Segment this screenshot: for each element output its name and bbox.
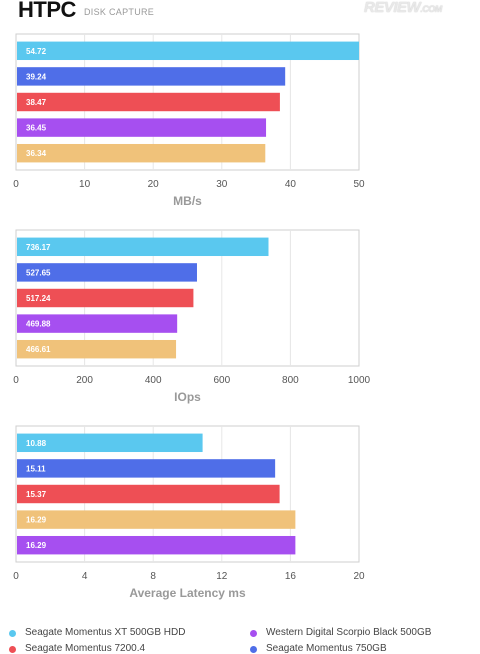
bar <box>17 263 197 282</box>
data-label: 466.61 <box>26 345 51 354</box>
data-label: 38.47 <box>26 98 47 107</box>
chart-title: HTPC <box>18 0 76 22</box>
axis-label: MB/s <box>173 194 202 208</box>
data-label: 16.29 <box>26 541 47 550</box>
bar <box>17 118 267 137</box>
tick-label: 400 <box>145 375 162 386</box>
legend: Seagate Momentus XT 500GB HDD Western Dig… <box>0 618 480 654</box>
tick-label: 10 <box>79 179 91 190</box>
site-logo: REVIEW.COM <box>364 0 442 16</box>
legend-label: Seagate Momentus XT 500GB HDD <box>25 627 186 638</box>
tick-label: 0 <box>13 375 19 386</box>
bar <box>17 510 296 529</box>
data-label: 15.11 <box>26 464 46 473</box>
legend-swatch <box>9 630 16 637</box>
tick-label: 0 <box>13 179 19 190</box>
bar <box>17 41 359 61</box>
legend-label: Seagate Momentus 7200.4 <box>25 643 146 654</box>
tick-label: 12 <box>216 571 228 582</box>
data-label: 36.34 <box>26 149 47 158</box>
bar <box>17 484 280 504</box>
data-label: 36.45 <box>26 124 47 133</box>
bar <box>17 535 296 555</box>
bar <box>17 67 286 86</box>
chart-subtitle: DISK CAPTURE <box>84 7 155 17</box>
tick-label: 40 <box>285 179 297 190</box>
bar <box>17 459 276 478</box>
chart-header: HTPC DISK CAPTURE REVIEW.COM <box>0 0 480 26</box>
charts-canvas: 0 10 20 30 40 5054.7239.2438.4736.4536.34MB/s… <box>13 33 371 600</box>
bar <box>17 339 177 359</box>
logo-main: REVIEW <box>364 0 421 16</box>
tick-label: 20 <box>148 179 160 190</box>
tick-label: 50 <box>353 179 365 190</box>
bar <box>17 237 269 257</box>
tick-label: 200 <box>76 375 93 386</box>
bar <box>17 143 266 163</box>
bar <box>17 92 280 112</box>
tick-label: 1000 <box>348 375 371 386</box>
data-label: 15.37 <box>26 490 47 499</box>
data-label: 469.88 <box>26 320 51 329</box>
data-label: 54.72 <box>26 47 47 56</box>
data-label: 527.65 <box>26 268 51 277</box>
data-label: 736.17 <box>26 243 51 252</box>
tick-label: 4 <box>82 571 88 582</box>
data-label: 517.24 <box>26 294 51 303</box>
tick-label: 800 <box>282 375 299 386</box>
legend-label: Seagate Momentus 750GB <box>266 643 387 654</box>
data-label: 39.24 <box>26 72 47 81</box>
bar <box>17 288 194 308</box>
legend-label: Western Digital Scorpio Black 500GB <box>266 627 432 638</box>
bar <box>17 433 203 453</box>
data-label: 16.29 <box>26 516 47 525</box>
tick-label: 8 <box>150 571 156 582</box>
axis-label: Average Latency ms <box>129 586 246 600</box>
legend-swatch <box>250 630 257 637</box>
tick-label: 20 <box>353 571 365 582</box>
tick-label: 16 <box>285 571 297 582</box>
data-label: 10.88 <box>26 439 47 448</box>
axis-label: IOps <box>174 390 201 404</box>
chart-3: 0 4 8 12 16 20 10.88 15.11 15.37 16.29 16.29 Averag… <box>13 425 365 600</box>
tick-label: 600 <box>213 375 230 386</box>
chart-2: 0 200 400 600 800 1000 736.17 527.65 517.24 469.8… <box>13 229 371 404</box>
logo-suffix: .COM <box>420 4 442 14</box>
chart-1: 0 10 20 30 40 50 54.72 39.24 38.47 36.45 36.34 MB/s <box>13 33 365 208</box>
bar <box>17 314 178 333</box>
tick-label: 30 <box>216 179 228 190</box>
tick-label: 0 <box>13 571 19 582</box>
